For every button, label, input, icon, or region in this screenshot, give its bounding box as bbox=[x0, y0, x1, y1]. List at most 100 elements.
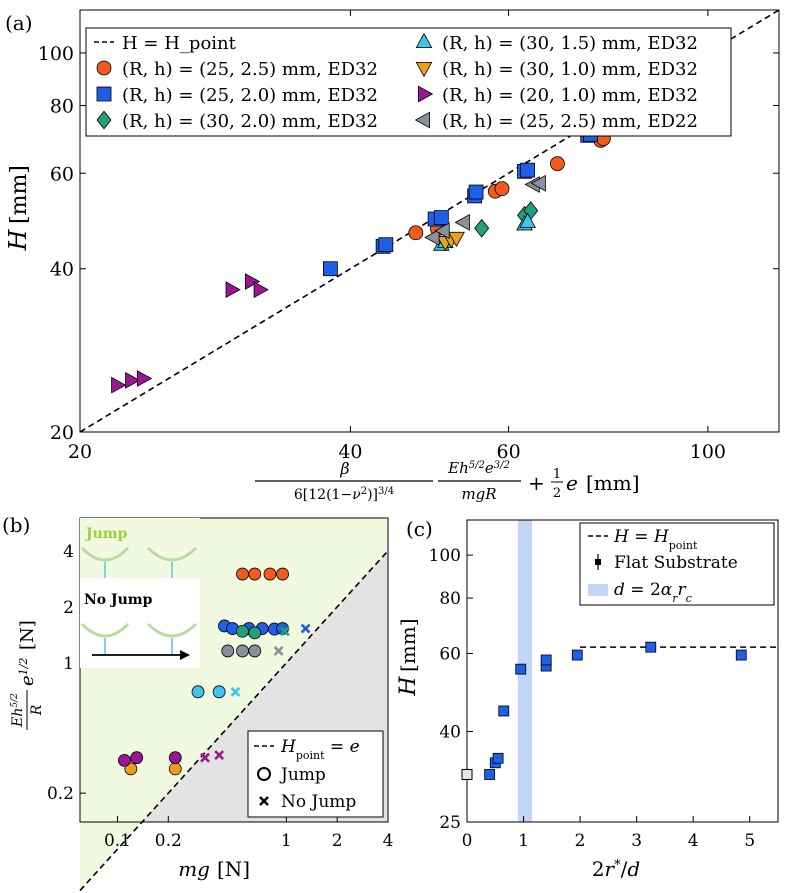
panel-a-point-triangle-left bbox=[530, 174, 546, 192]
legend-label: (R, h) = (30, 1.0) mm, ED32 bbox=[442, 59, 698, 80]
panel-b-nojump-point-stroke2 bbox=[279, 626, 290, 637]
panel-a-ytick-label: 100 bbox=[38, 43, 74, 65]
panel-c-flat-point bbox=[461, 768, 473, 780]
panel-c-xtick-label: 2 bbox=[575, 831, 586, 851]
panel-b-inset-jump-bg bbox=[80, 518, 200, 578]
panel-a-point-triangle-left bbox=[434, 222, 450, 240]
panel-b-inset-nojump-label: No Jump bbox=[84, 592, 153, 608]
panel-c-xtick-label: 4 bbox=[688, 831, 699, 851]
panel-b-inset-shell bbox=[80, 546, 130, 562]
panel-b-legend-circle bbox=[257, 767, 271, 781]
panel-c-frame bbox=[466, 519, 779, 823]
panel-c-legend-label-flat: Flat Substrate bbox=[614, 553, 738, 573]
panel-b-ytick-label: 1 bbox=[63, 654, 74, 674]
panel-a: (a) 20 40 60 100 20 40 60 80 100 H = H_point (R, … bbox=[4, 9, 780, 503]
panel-b-ylabel-tail: e1/2 bbox=[17, 658, 39, 686]
panel-b-ytick-label: 2 bbox=[63, 598, 74, 618]
panel-b-jump-point bbox=[248, 644, 262, 658]
panel-c-xtick-label: 5 bbox=[744, 831, 755, 851]
panel-b-ylabel: Eh5/2 R e1/2 [N] bbox=[10, 620, 45, 730]
xlabel-unit: [mm] bbox=[586, 471, 640, 495]
panel-c-ytick-label: 60 bbox=[439, 644, 461, 664]
panel-b-jump-point bbox=[248, 626, 262, 640]
panel-a-xtick-label: 100 bbox=[690, 441, 726, 463]
panel-c-legend-box bbox=[579, 522, 775, 606]
legend-marker-square bbox=[96, 86, 112, 102]
panel-a-ytick-label: 60 bbox=[50, 163, 74, 185]
panel-a-ytick-label: 20 bbox=[50, 422, 74, 444]
xlabel-e: e bbox=[566, 471, 578, 495]
legend-label: (R, h) = (30, 2.0) mm, ED32 bbox=[122, 111, 378, 132]
panel-a-ytick-label: 40 bbox=[50, 259, 74, 281]
panel-a-point-triangle-right bbox=[244, 273, 261, 290]
legend-label: (R, h) = (20, 1.0) mm, ED32 bbox=[442, 85, 698, 106]
panel-b-jump-point bbox=[236, 567, 249, 581]
legend-marker-triangle-right bbox=[417, 85, 434, 103]
panel-c-point bbox=[484, 769, 496, 780]
panel-b-inset-arrowhead bbox=[180, 650, 190, 660]
legend-marker-triangle-left bbox=[414, 111, 431, 129]
legend-label: H = H_point bbox=[122, 33, 237, 54]
legend-label: (R, h) = (25, 2.5) mm, ED22 bbox=[442, 111, 698, 132]
panel-a-label: (a) bbox=[5, 11, 33, 35]
panel-b-xtick-label: 0.2 bbox=[155, 831, 182, 851]
panel-b-xtick-label: 4 bbox=[383, 831, 394, 851]
panel-b-jump-point bbox=[168, 751, 182, 765]
panel-a-xlabel: β 6[12(1−ν2)]3/4 Eh5/2e3/2 mgR + 1 2 e [… bbox=[255, 459, 640, 503]
panel-c-ylabel-var: H bbox=[396, 676, 421, 697]
panel-a-ylabel: H [mm] bbox=[4, 165, 32, 251]
panel-a-point-triangle-right bbox=[125, 372, 141, 389]
panel-b-jump-point bbox=[212, 685, 226, 699]
panel-c-xtick-label: 0 bbox=[462, 831, 473, 851]
panel-c-ylabel-unit: [mm] bbox=[396, 618, 420, 672]
xlabel-plus: + bbox=[528, 471, 545, 495]
panel-c-point bbox=[498, 705, 510, 717]
panel-a-point-triangle-left bbox=[454, 214, 470, 231]
panel-a-ylabel-unit: [mm] bbox=[7, 165, 32, 224]
legend-label: (R, h) = (30, 1.5) mm, ED32 bbox=[442, 33, 698, 54]
panel-b-jump-point bbox=[191, 685, 205, 699]
legend-label: (R, h) = (25, 2.0) mm, ED32 bbox=[122, 85, 378, 106]
panel-b-inset-shell bbox=[146, 546, 198, 562]
panel-b-nojump-point-stroke2 bbox=[230, 686, 241, 697]
panel-c-ytick-label: 40 bbox=[439, 723, 461, 743]
panel-c-ytick-label: 25 bbox=[439, 813, 461, 833]
panel-b-xlabel-unit: [N] bbox=[217, 857, 250, 881]
panel-b-nojump-point-stroke2 bbox=[300, 623, 311, 634]
panel-c-ytick-label: 80 bbox=[439, 589, 461, 609]
panel-b-nojump-point bbox=[279, 626, 290, 637]
xlabel-denom: 6[12(1−ν2)]3/4 bbox=[294, 486, 394, 504]
panel-a-xtick-label: 20 bbox=[68, 441, 92, 463]
panel-b-ylabel-den: R bbox=[29, 704, 45, 716]
panel-a-point-triangle-right bbox=[136, 370, 153, 387]
panel-a-point-triangle-right bbox=[111, 376, 127, 394]
panel-b-inset-shell bbox=[80, 622, 130, 638]
panel-b-nojump-point bbox=[214, 750, 225, 761]
panel-b-xtick-label: 2 bbox=[332, 831, 343, 851]
panel-a-point-diamond bbox=[474, 218, 490, 238]
panel-b-xlabel: mg [N] bbox=[178, 857, 250, 881]
panel-c-point bbox=[492, 752, 504, 764]
panel-b-jump-point bbox=[118, 753, 131, 767]
panel-b-jump-point bbox=[236, 644, 249, 658]
panel-a-point-triangle-right bbox=[225, 281, 241, 299]
panel-b-nojump-point-stroke2 bbox=[214, 750, 225, 761]
panel-c-point bbox=[571, 649, 583, 661]
panel-a-legend: H = H_point (R, h) = (25, 2.5) mm, ED32 (R… bbox=[85, 27, 732, 137]
panel-b-ytick-label: 0.2 bbox=[47, 784, 74, 804]
panel-b-ylabel-unit: [N] bbox=[17, 620, 38, 650]
panel-a-point-circle bbox=[494, 181, 510, 197]
panel-b-xtick-label: 0.1 bbox=[104, 831, 131, 851]
panel-c-legend-band-swatch bbox=[588, 584, 608, 596]
panel-b-inset-shell bbox=[146, 622, 198, 638]
panel-b-jump-point bbox=[263, 567, 277, 581]
panel-a-point-square bbox=[378, 237, 394, 253]
panel-a-xtick-label: 60 bbox=[496, 441, 520, 463]
panel-b-xlabel-var: mg bbox=[178, 857, 210, 881]
panel-a-point-triangle-down bbox=[448, 231, 465, 248]
panel-b-ytick-label: 4 bbox=[63, 542, 74, 562]
